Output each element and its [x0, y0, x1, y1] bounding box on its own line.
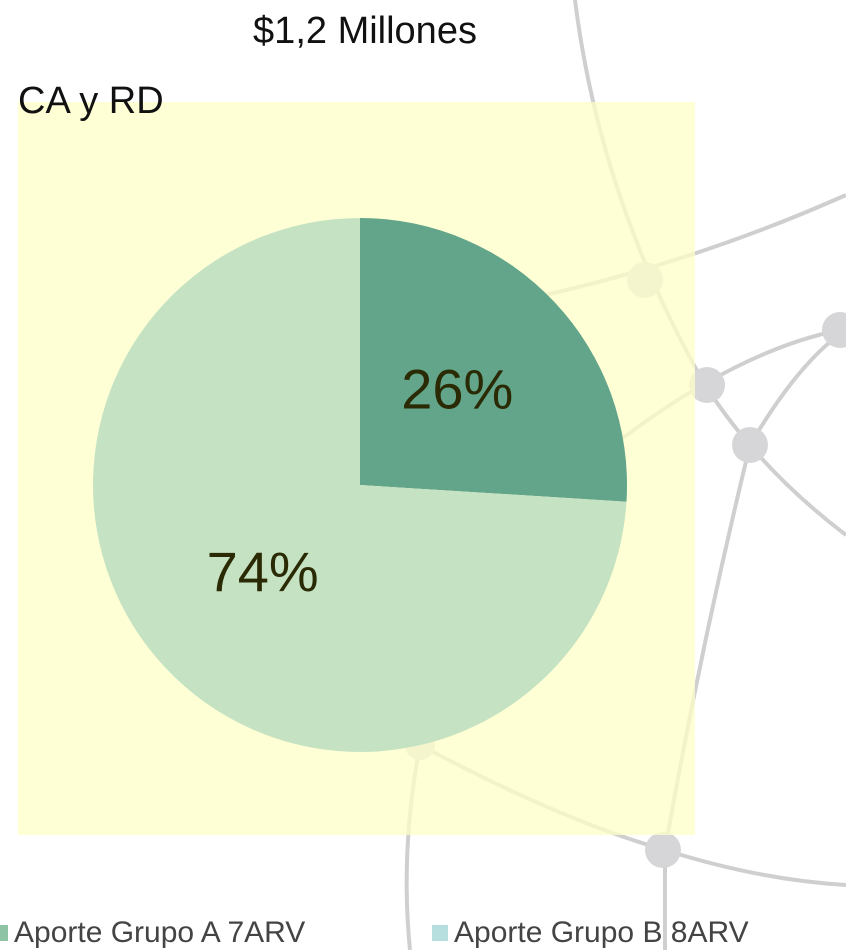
chart-title: $1,2 Millones	[253, 10, 477, 52]
data-label: 74%	[207, 540, 319, 603]
data-label: 26%	[401, 357, 513, 420]
network-node	[689, 367, 725, 403]
legend-label: Aporte Grupo B 8ARV	[454, 916, 749, 949]
legend: Aporte Grupo A 7ARV Aporte Grupo B 8ARV	[0, 916, 749, 949]
network-node	[732, 427, 768, 463]
network-node	[822, 312, 846, 348]
legend-swatch	[0, 925, 8, 941]
network-line	[748, 328, 846, 447]
network-node	[645, 832, 681, 868]
chart-subtitle: CA y RD	[18, 80, 164, 122]
legend-label: Aporte Grupo A 7ARV	[14, 916, 305, 949]
legend-swatch	[432, 925, 448, 941]
pie-slice	[360, 218, 627, 502]
pie-slice	[92, 218, 627, 752]
pie	[92, 218, 627, 752]
data-labels: 26% 74%	[207, 357, 514, 603]
